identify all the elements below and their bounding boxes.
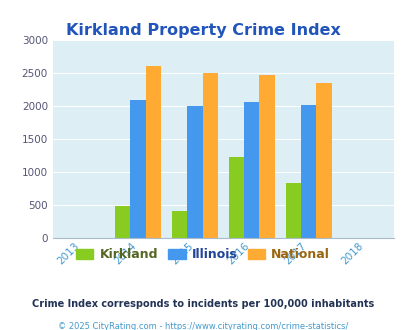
Bar [315,82,331,238]
Bar [285,183,300,238]
Legend: Kirkland, Illinois, National: Kirkland, Illinois, National [70,243,335,266]
Text: © 2025 CityRating.com - https://www.cityrating.com/crime-statistics/: © 2025 CityRating.com - https://www.city… [58,322,347,330]
Bar [243,102,259,238]
Text: Crime Index corresponds to incidents per 100,000 inhabitants: Crime Index corresponds to incidents per… [32,299,373,309]
Bar [202,73,217,238]
Bar [259,75,274,238]
Bar [171,211,187,238]
Bar [187,106,202,238]
Bar [145,66,161,238]
Bar [115,206,130,238]
Bar [300,105,315,238]
Text: Kirkland Property Crime Index: Kirkland Property Crime Index [65,23,340,38]
Bar [130,100,145,238]
Bar [228,157,243,238]
